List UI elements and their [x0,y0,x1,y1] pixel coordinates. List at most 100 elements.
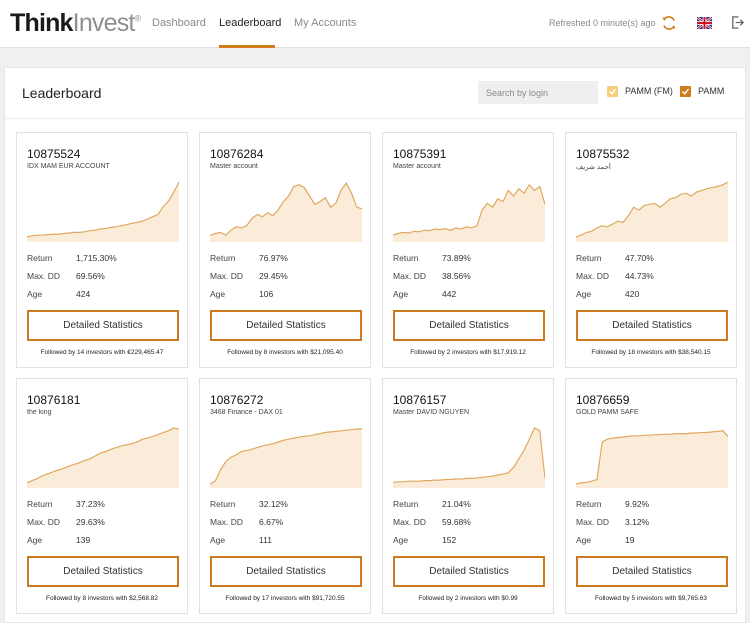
age-label: Age [210,289,226,299]
detailed-statistics-button[interactable]: Detailed Statistics [27,556,179,587]
account-id[interactable]: 10876272 [210,393,264,407]
account-card[interactable]: 10876659 GOLD PAMM SAFE Return 9.92% Max. DD… [565,378,737,614]
refreshed-status: Refreshed 0 minute(s) ago [549,18,656,28]
performance-sparkline [27,181,179,242]
pamm-fm-label: PAMM (FM) [625,86,673,96]
nav-my-accounts[interactable]: My Accounts [294,17,357,29]
age-value: 420 [625,289,640,299]
sparkline-area [27,428,179,488]
max-dd-label: Max. DD [393,271,427,281]
brand-logo[interactable]: ThinkInvest® [10,9,142,38]
age-label: Age [576,535,592,545]
return-value: 32.12% [259,499,288,509]
followers-summary: Followed by 14 investors with €229,465.4… [40,349,164,356]
account-id[interactable]: 10876284 [210,147,264,161]
return-value: 73.89% [442,253,471,263]
detailed-statistics-button[interactable]: Detailed Statistics [210,310,362,341]
detailed-statistics-button[interactable]: Detailed Statistics [576,556,728,587]
sparkline-line [210,428,362,485]
max-dd-label: Max. DD [576,271,610,281]
pamm-fm-checkbox[interactable] [607,86,618,97]
account-card[interactable]: 10876181 the king Return 37.23% Max. DD 29.63… [16,378,188,614]
max-dd-label: Max. DD [210,271,244,281]
account-name: IDX MAM EUR ACCOUNT [27,163,110,170]
account-id[interactable]: 10876659 [576,393,630,407]
followers-summary: Followed by 8 investors with $21,095.40 [227,349,343,356]
age-value: 106 [259,289,274,299]
account-card[interactable]: 10876272 3468 Finance - DAX 01 Return 32.12… [199,378,371,614]
sparkline-area [210,428,362,488]
max-dd-value: 3.12% [625,517,650,527]
performance-sparkline [27,427,179,488]
account-name: Master account [393,163,441,170]
age-label: Age [27,289,43,299]
uk-flag-icon[interactable] [697,17,712,29]
return-label: Return [27,499,53,509]
max-dd-label: Max. DD [27,517,61,527]
sparkline-line [27,427,179,484]
nav-dashboard[interactable]: Dashboard [152,17,206,29]
page-title: Leaderboard [22,85,102,101]
max-dd-value: 38.56% [442,271,471,281]
max-dd-label: Max. DD [210,517,244,527]
max-dd-value: 59.68% [442,517,471,527]
sparkline-line [27,181,179,238]
account-id[interactable]: 10875524 [27,147,81,161]
sparkline-line [576,430,728,485]
age-value: 442 [442,289,457,299]
logo-registered-mark: ® [134,13,142,24]
account-name: 3468 Finance - DAX 01 [210,409,283,416]
performance-sparkline [210,181,362,242]
return-value: 47.70% [625,253,654,263]
refresh-icon[interactable] [661,15,677,31]
pamm-label: PAMM [698,86,725,96]
followers-summary: Followed by 2 investors with $17,919.12 [410,349,526,356]
age-value: 139 [76,535,91,545]
age-label: Age [393,535,409,545]
return-label: Return [210,499,236,509]
age-value: 152 [442,535,457,545]
detailed-statistics-button[interactable]: Detailed Statistics [393,556,545,587]
return-label: Return [576,253,602,263]
sparkline-line [393,427,545,483]
followers-summary: Followed by 18 investors with $38,540.15 [591,349,711,356]
age-label: Age [576,289,592,299]
account-card[interactable]: 10876284 Master account Return 76.97% Max. D… [199,132,371,368]
max-dd-value: 44.73% [625,271,654,281]
account-card[interactable]: 10875391 Master account Return 73.89% Max. D… [382,132,554,368]
return-label: Return [27,253,53,263]
account-card[interactable]: 10875524 IDX MAM EUR ACCOUNT Return 1,715.3… [16,132,188,368]
age-value: 19 [625,535,635,545]
max-dd-value: 29.45% [259,271,288,281]
account-name: GOLD PAMM SAFE [576,409,639,416]
logout-icon[interactable] [730,15,745,30]
detailed-statistics-button[interactable]: Detailed Statistics [393,310,545,341]
return-label: Return [393,253,419,263]
detailed-statistics-button[interactable]: Detailed Statistics [27,310,179,341]
detailed-statistics-button[interactable]: Detailed Statistics [210,556,362,587]
account-id[interactable]: 10875532 [576,147,630,161]
active-tab-underline [219,45,275,48]
max-dd-label: Max. DD [393,517,427,527]
account-card[interactable]: 10875532 أحمد شريف Return 47.70% Max. DD 44.7… [565,132,737,368]
followers-summary: Followed by 17 investors with $91,720.55 [225,595,345,602]
performance-sparkline [210,428,362,488]
max-dd-value: 29.63% [76,517,105,527]
detailed-statistics-button[interactable]: Detailed Statistics [576,310,728,341]
account-id[interactable]: 10876181 [27,393,81,407]
account-card[interactable]: 10876157 Master DAVID NGUYEN Return 21.04% M… [382,378,554,614]
return-value: 37.23% [76,499,105,509]
account-id[interactable]: 10875391 [393,147,447,161]
return-label: Return [393,499,419,509]
performance-sparkline [576,430,728,488]
pamm-checkbox[interactable] [680,86,691,97]
max-dd-label: Max. DD [27,271,61,281]
checkmark-icon [682,88,690,95]
followers-summary: Followed by 5 investors with $9,765.63 [594,595,707,602]
top-bar: ThinkInvest® Dashboard Leaderboard My Ac… [0,0,750,48]
account-id[interactable]: 10876157 [393,393,447,407]
followers-summary: Followed by 2 investors with $0.99 [418,595,518,602]
nav-leaderboard[interactable]: Leaderboard [219,17,282,29]
max-dd-value: 69.56% [76,271,105,281]
search-input[interactable] [478,81,598,104]
